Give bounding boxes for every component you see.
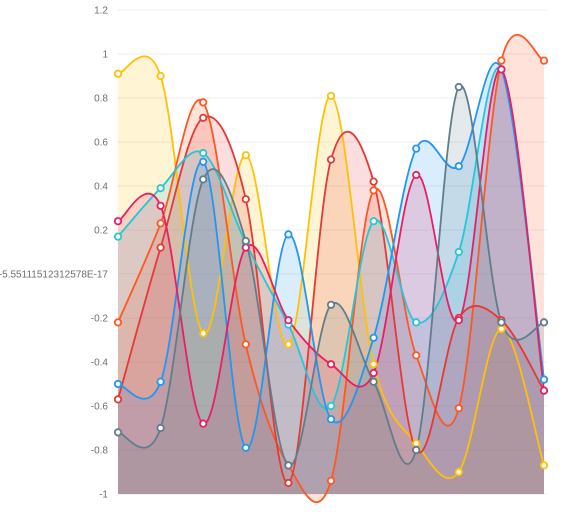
data-point[interactable] [369,368,378,378]
data-point[interactable] [369,186,378,195]
series-area-2 [118,34,544,503]
data-point[interactable] [113,318,123,327]
series-points [113,56,549,488]
y-tick-label: -0.6 [91,402,109,413]
series-area-1 [118,56,544,495]
data-point[interactable] [113,379,123,389]
data-point[interactable] [156,377,165,386]
series-line-1 [117,55,545,480]
data-point[interactable] [156,243,165,252]
data-point[interactable] [539,56,549,65]
y-tick-label: 0.4 [94,182,108,193]
data-point[interactable] [156,201,165,210]
data-point[interactable] [454,404,463,413]
data-point[interactable] [412,170,421,180]
data-point[interactable] [156,423,165,433]
data-point[interactable] [156,71,165,81]
series-area-6 [118,68,544,494]
data-point[interactable] [369,333,378,342]
data-point[interactable] [369,360,378,369]
data-point[interactable] [199,419,208,428]
data-point[interactable] [326,300,336,309]
data-point[interactable] [539,375,549,384]
data-point[interactable] [199,148,208,158]
data-point[interactable] [113,217,123,226]
data-point[interactable] [156,219,165,228]
data-point[interactable] [454,247,463,257]
data-point[interactable] [241,340,250,349]
data-point[interactable] [199,175,208,184]
series-line-4 [117,66,545,410]
data-point[interactable] [369,377,378,386]
data-point[interactable] [454,162,463,171]
series-area-5 [118,62,544,494]
data-point[interactable] [369,177,378,186]
data-point[interactable] [241,243,250,252]
data-point[interactable] [497,324,506,334]
data-point[interactable] [497,56,506,65]
data-point[interactable] [412,351,421,360]
y-tick-label: -0.8 [91,446,109,457]
data-point[interactable] [412,439,421,448]
data-point[interactable] [454,467,463,477]
data-point[interactable] [284,340,293,349]
data-point[interactable] [497,65,506,74]
data-point[interactable] [241,195,250,204]
data-point[interactable] [539,386,549,395]
data-point[interactable] [199,329,208,338]
series-line-2 [117,33,545,504]
data-point[interactable] [412,144,421,153]
series-line-5 [117,61,545,449]
y-tick-label: -1 [99,490,108,501]
y-tick-label: 0.2 [94,226,108,237]
y-tick-label: -0.4 [91,358,109,369]
data-point[interactable] [326,155,336,164]
data-point[interactable] [369,217,378,226]
series-line-6 [117,68,545,425]
data-point[interactable] [326,401,336,411]
data-point[interactable] [113,428,123,437]
y-tick-label: 0.8 [94,94,108,105]
data-point[interactable] [326,415,336,424]
data-point[interactable] [199,98,208,107]
data-point[interactable] [326,91,336,100]
series-lines [117,33,545,504]
y-tick-label: 1.2 [94,6,108,17]
series-areas [118,34,544,503]
data-point[interactable] [454,316,463,325]
data-point[interactable] [284,316,293,325]
y-tick-label: 0.6 [94,138,108,149]
data-point[interactable] [199,113,208,122]
series-area-7 [118,85,544,494]
series-area-4 [118,67,544,494]
data-point[interactable] [113,232,123,241]
data-point[interactable] [539,318,549,327]
series-line-3 [117,115,545,484]
data-point[interactable] [156,184,165,193]
data-point[interactable] [412,445,421,455]
data-point[interactable] [454,82,463,92]
data-point[interactable] [241,443,250,452]
y-tick-label: 1 [102,50,108,61]
data-point[interactable] [113,395,123,404]
data-point[interactable] [284,478,293,488]
data-point[interactable] [539,461,549,470]
y-tick-label: -0.2 [91,314,109,325]
data-point[interactable] [284,461,293,470]
data-point[interactable] [497,318,506,327]
y-axis-ticks: -1 -0.8 -0.6 -0.4 -0.2 -5.55111512312578E-17 0… [0,6,108,501]
data-point[interactable] [412,318,421,327]
data-point[interactable] [284,230,293,239]
data-point[interactable] [113,69,123,78]
data-point[interactable] [326,476,336,485]
data-point[interactable] [241,236,250,246]
y-tick-label: -5.55111512312578E-17 [0,270,108,281]
data-point[interactable] [199,157,208,166]
series-line-7 [117,84,545,467]
data-point[interactable] [326,360,336,369]
data-point[interactable] [241,151,250,160]
